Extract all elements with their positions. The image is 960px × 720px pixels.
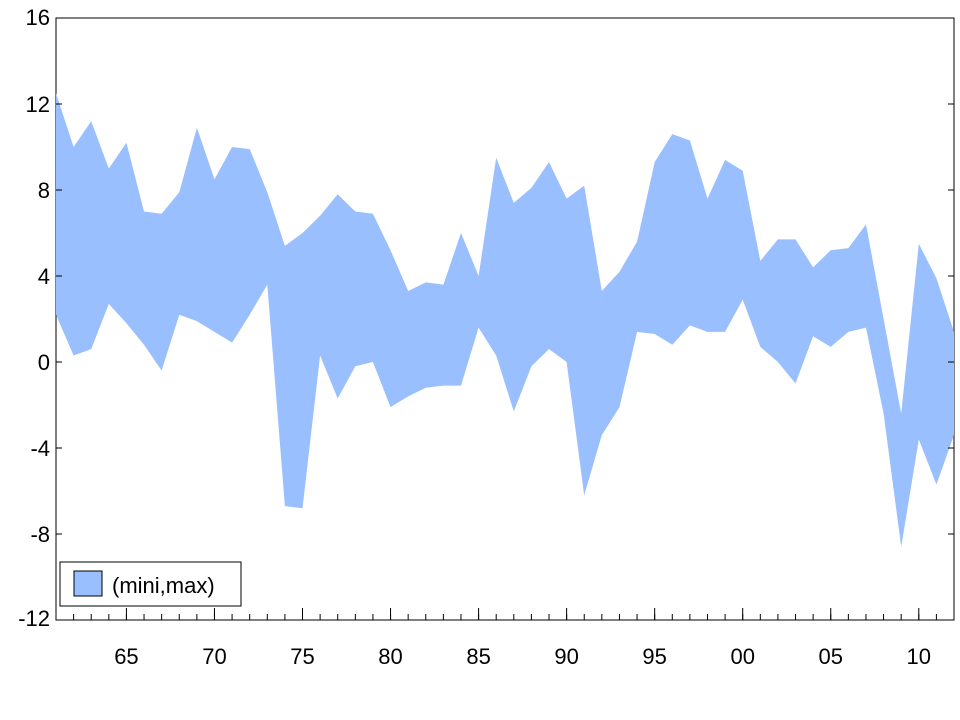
x-tick-label: 90 [554, 644, 578, 669]
y-tick-label: 0 [38, 350, 50, 375]
legend: (mini,max) [59, 561, 242, 607]
y-axis: 16 12 8 4 0 -4 -8 -12 [18, 5, 954, 631]
y-tick-label: -8 [30, 522, 50, 547]
legend-label: (mini,max) [112, 573, 215, 598]
y-tick-label: -4 [30, 436, 50, 461]
x-axis: 65 70 75 80 85 90 95 00 05 10 [55, 608, 955, 669]
x-tick-label: 70 [202, 644, 226, 669]
x-tick-label: 10 [907, 644, 931, 669]
x-tick-label: 95 [642, 644, 666, 669]
x-tick-label: 00 [730, 644, 754, 669]
x-tick-label: 65 [114, 644, 138, 669]
legend-swatch [73, 570, 103, 597]
y-tick-label: 8 [38, 178, 50, 203]
x-tick-label: 85 [466, 644, 490, 669]
y-tick-label: 12 [26, 92, 50, 117]
x-tick-label: 80 [378, 644, 402, 669]
series-band-group [56, 93, 954, 547]
y-tick-label: 16 [26, 5, 50, 30]
y-tick-label: 4 [38, 264, 50, 289]
y-tick-label: -12 [18, 606, 50, 631]
series-band [56, 93, 954, 547]
x-tick-label: 75 [290, 644, 314, 669]
x-tick-label: 05 [819, 644, 843, 669]
